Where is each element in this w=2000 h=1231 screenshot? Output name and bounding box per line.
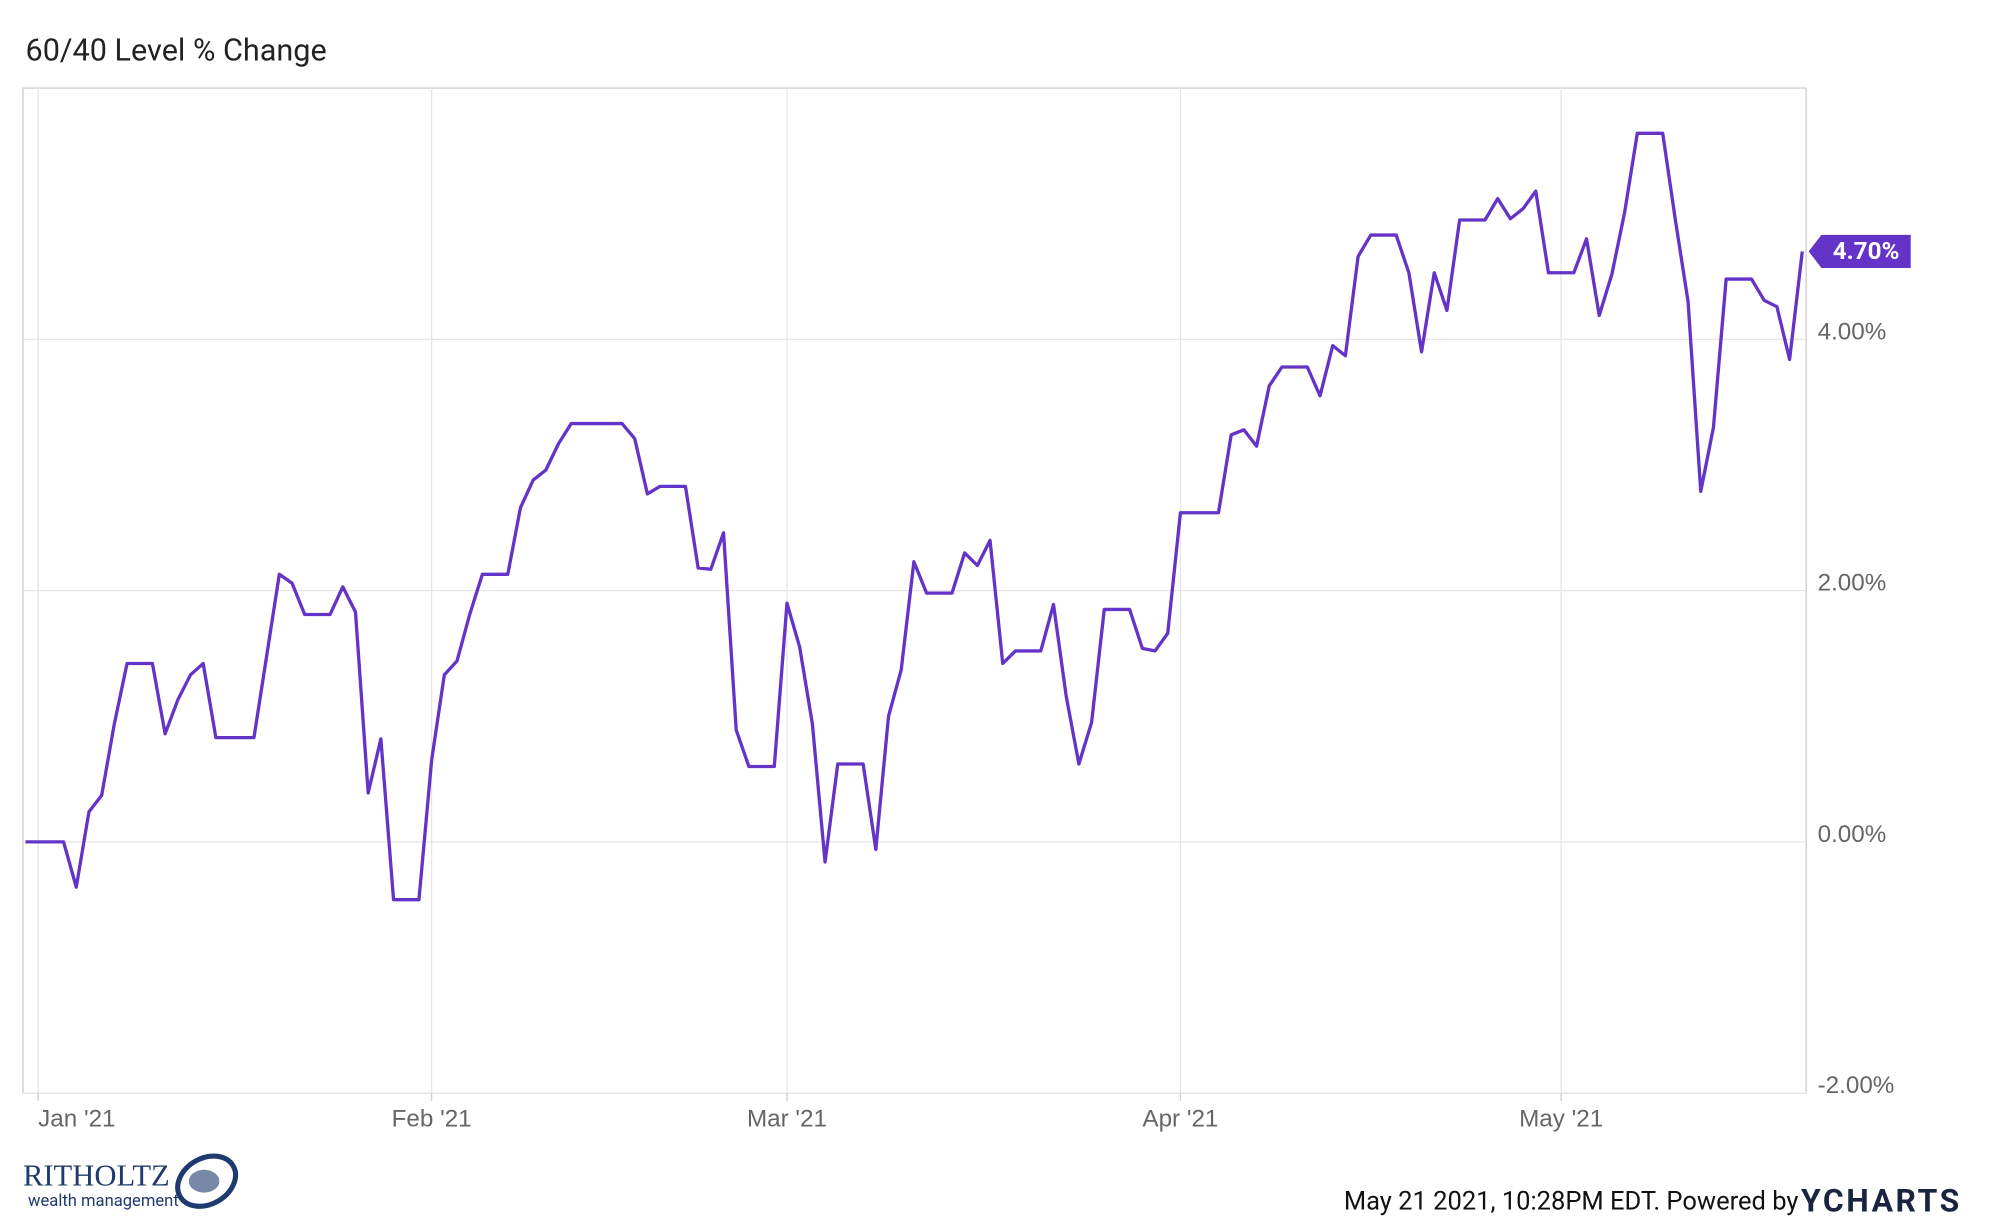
x-tick-label: Feb '21 [392, 1105, 472, 1132]
logo-core [188, 1169, 220, 1193]
x-tick-label: Apr '21 [1142, 1105, 1218, 1132]
data-line [25, 131, 1804, 902]
y-tick-label: 4.00% [1818, 318, 1887, 345]
x-tick-label: Mar '21 [747, 1105, 827, 1132]
brand-tagline: wealth management [28, 1192, 179, 1211]
chart-title: 60/40 Level % Change [26, 33, 327, 68]
y-tick-label: 2.00% [1818, 570, 1887, 597]
logo-swirl [175, 1153, 239, 1209]
value-label: 4.70% [1833, 237, 1900, 265]
footer-provider: YCHARTS [1801, 1181, 1962, 1219]
x-tick-label: May '21 [1519, 1105, 1603, 1132]
y-tick-label: 0.00% [1818, 821, 1887, 848]
footer-timestamp: May 21 2021, 10:28PM EDT. Powered by [1344, 1187, 1799, 1217]
ritholtz-logo: RITHOLTZ wealth management [23, 1153, 239, 1211]
y-tick-label: -2.00% [1818, 1072, 1895, 1099]
brand-name: RITHOLTZ [23, 1159, 170, 1193]
x-tick-label: Jan '21 [38, 1105, 115, 1132]
value-label-box [1808, 234, 1911, 268]
